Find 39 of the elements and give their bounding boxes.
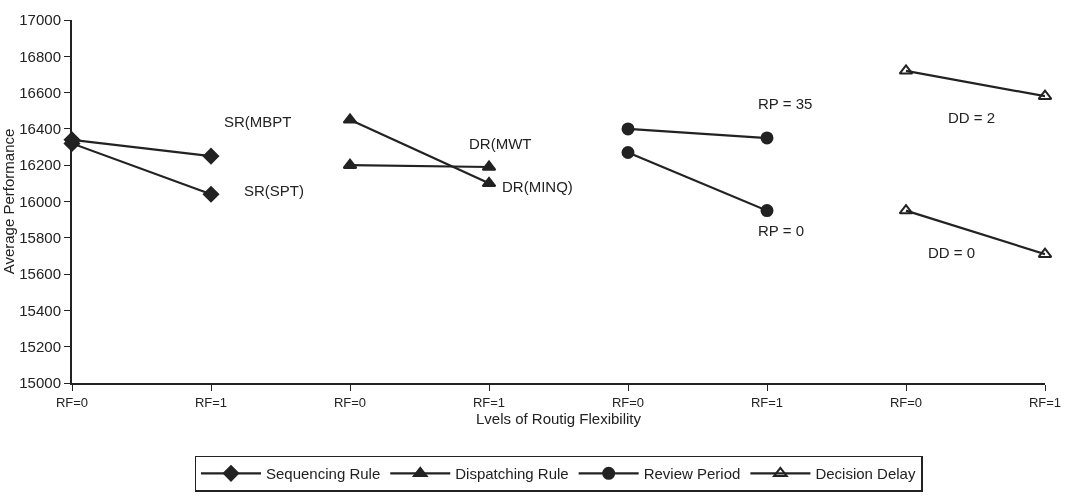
y-tick-label: 15000 — [19, 374, 61, 392]
y-tick-label: 17000 — [19, 11, 61, 29]
annotation: SR(MBPT — [224, 113, 292, 130]
legend-label: Review Period — [643, 465, 741, 483]
x-tick-label: RF=0 — [333, 394, 367, 410]
y-tick-label: 15800 — [19, 229, 61, 247]
x-tick-label: RF=0 — [55, 394, 89, 410]
y-tick-label: 16600 — [19, 83, 61, 101]
y-tick-label: 15600 — [19, 265, 61, 283]
legend-label: Decision Delay — [815, 465, 916, 483]
y-axis-title: Average Performance — [0, 128, 17, 275]
y-tick-label: 15200 — [19, 337, 61, 355]
point — [760, 204, 774, 218]
y-tick-label: 16800 — [19, 47, 61, 65]
x-tick-label: RF=0 — [889, 394, 923, 410]
y-tick-label: 16200 — [19, 156, 61, 174]
point — [202, 186, 220, 203]
legend-label: Sequencing Rule — [266, 465, 381, 483]
point — [760, 131, 774, 145]
point — [621, 122, 635, 136]
y-tick-label: 16000 — [19, 192, 61, 210]
point — [621, 145, 635, 159]
x-axis-title: Lvels of Routig Flexibility — [475, 409, 642, 427]
y-tick-label: 16400 — [19, 120, 61, 138]
x-tick-label: RF=0 — [611, 394, 645, 410]
annotation: DR(MINQ) — [502, 178, 573, 195]
annotation: DR(MWT — [469, 135, 532, 152]
annotation: RP = 35 — [758, 95, 813, 112]
y-tick-label: 15400 — [19, 301, 61, 319]
point — [202, 147, 220, 165]
legend-label: Dispatching Rule — [455, 465, 569, 483]
annotation: RP = 0 — [758, 222, 805, 239]
annotation: DD = 2 — [948, 109, 996, 126]
annotation: SR(SPT) — [244, 182, 304, 199]
x-tick-label: RF=1 — [1028, 394, 1062, 410]
x-tick-label: RF=1 — [472, 394, 506, 410]
x-tick-label: RF=1 — [194, 394, 228, 410]
x-tick-label: RF=1 — [750, 394, 784, 410]
annotation: DD = 0 — [928, 244, 976, 261]
